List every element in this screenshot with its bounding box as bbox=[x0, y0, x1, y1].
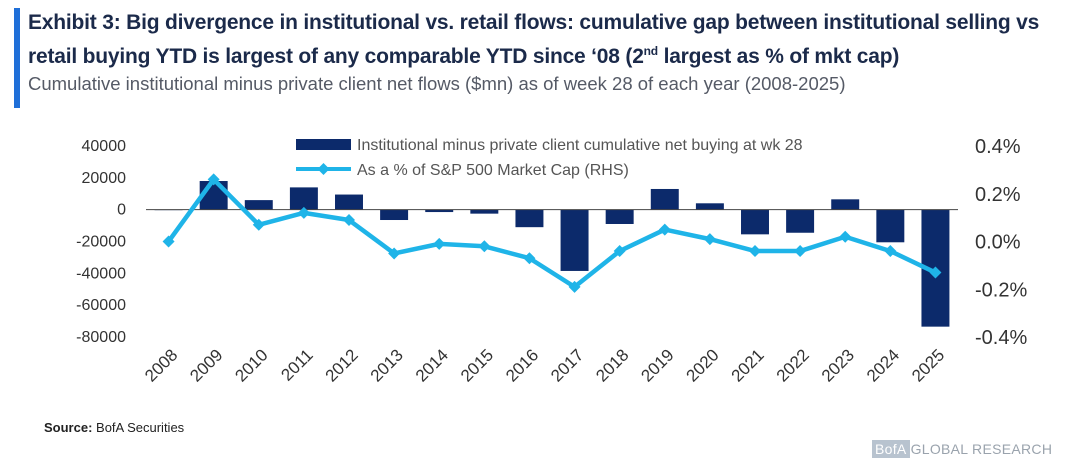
bar bbox=[605, 209, 634, 224]
x-tick-label: 2022 bbox=[773, 345, 813, 385]
x-tick-label: 2010 bbox=[231, 345, 271, 385]
line-point bbox=[929, 266, 942, 279]
x-tick-label: 2024 bbox=[863, 345, 903, 385]
bar bbox=[335, 194, 363, 210]
accent-bar bbox=[14, 8, 20, 108]
bar bbox=[425, 209, 454, 213]
bar bbox=[786, 209, 815, 233]
line-point bbox=[388, 247, 401, 260]
right-tick-label: -0.2% bbox=[975, 279, 1027, 301]
x-tick-label: 2019 bbox=[637, 345, 677, 385]
bar bbox=[244, 200, 273, 210]
bar bbox=[876, 209, 905, 243]
bar bbox=[695, 203, 724, 210]
source-note: Source: BofA Securities bbox=[44, 420, 185, 435]
line-point bbox=[794, 245, 807, 258]
x-tick-label: 2018 bbox=[592, 345, 632, 385]
line-point bbox=[658, 223, 671, 236]
line-point bbox=[839, 230, 852, 243]
line-point bbox=[343, 214, 355, 227]
x-tick-label: 2014 bbox=[412, 345, 452, 385]
bar bbox=[515, 209, 544, 228]
line-point bbox=[703, 233, 716, 246]
x-tick-label: 2008 bbox=[141, 345, 181, 385]
line-point bbox=[884, 245, 897, 258]
x-tick-label: 2021 bbox=[728, 345, 768, 385]
line-point bbox=[433, 237, 446, 250]
header: Exhibit 3: Big divergence in institution… bbox=[28, 8, 1073, 97]
line-point bbox=[162, 235, 175, 248]
brand-logo: BofA GLOBAL RESEARCH bbox=[872, 440, 1052, 458]
bar bbox=[560, 209, 589, 271]
line-point bbox=[297, 206, 310, 219]
x-tick-label: 2013 bbox=[367, 345, 407, 385]
left-tick-label: 40000 bbox=[82, 138, 127, 155]
left-axis: 40000 20000 0 -20000 -40000 -60000 -80000 bbox=[76, 138, 126, 346]
line-point bbox=[207, 173, 220, 186]
left-tick-label: -80000 bbox=[76, 329, 126, 346]
line-point bbox=[523, 252, 536, 265]
legend-bar-label: Institutional minus private client cumul… bbox=[357, 137, 803, 154]
line-point bbox=[613, 245, 626, 258]
chart-subtitle: Cumulative institutional minus private c… bbox=[28, 73, 846, 94]
legend: Institutional minus private client cumul… bbox=[296, 137, 803, 179]
legend-line-marker bbox=[317, 163, 330, 175]
x-tick-label: 2011 bbox=[277, 345, 316, 384]
x-tick-label: 2012 bbox=[322, 345, 362, 385]
chart-title: Exhibit 3: Big divergence in institution… bbox=[28, 11, 1040, 68]
line-point bbox=[568, 280, 581, 293]
left-tick-label: -20000 bbox=[76, 234, 126, 251]
series-line bbox=[166, 177, 937, 290]
x-tick-label: 2020 bbox=[683, 345, 723, 385]
left-tick-label: -40000 bbox=[76, 265, 126, 282]
line-series bbox=[162, 173, 942, 293]
combo-chart: 40000 20000 0 -20000 -40000 -60000 -80000 0.4%… bbox=[76, 136, 1027, 386]
x-tick-label: 2025 bbox=[908, 345, 948, 385]
bar bbox=[741, 209, 769, 235]
line-point bbox=[478, 240, 491, 253]
right-tick-label: -0.4% bbox=[975, 327, 1027, 349]
right-axis: 0.4% 0.2% 0.0% -0.2% -0.4% bbox=[975, 136, 1027, 349]
x-tick-label: 2023 bbox=[818, 345, 858, 385]
right-tick-label: 0.4% bbox=[975, 136, 1021, 158]
left-tick-label: 20000 bbox=[82, 170, 127, 187]
x-tick-label: 2009 bbox=[186, 345, 226, 385]
legend-line-label: As a % of S&P 500 Market Cap (RHS) bbox=[357, 162, 629, 179]
left-tick-label: -60000 bbox=[76, 297, 126, 314]
left-tick-label: 0 bbox=[117, 202, 126, 219]
line-point bbox=[749, 245, 761, 258]
bar bbox=[650, 188, 679, 210]
bar bbox=[831, 199, 860, 210]
bar bbox=[380, 209, 409, 221]
x-tick-label: 2015 bbox=[457, 345, 497, 385]
right-tick-label: 0.2% bbox=[975, 184, 1021, 206]
x-tick-label: 2017 bbox=[547, 345, 587, 385]
right-tick-label: 0.0% bbox=[975, 232, 1021, 254]
x-tick-label: 2016 bbox=[502, 345, 542, 385]
bar bbox=[289, 187, 318, 210]
bar bbox=[470, 209, 499, 214]
x-axis: 2008 2009 2010 2011 2012 2013 2014 2015 2016 2017… bbox=[141, 345, 948, 385]
bar-series bbox=[154, 181, 950, 327]
legend-bar-swatch bbox=[296, 139, 351, 150]
line-point bbox=[252, 218, 265, 231]
